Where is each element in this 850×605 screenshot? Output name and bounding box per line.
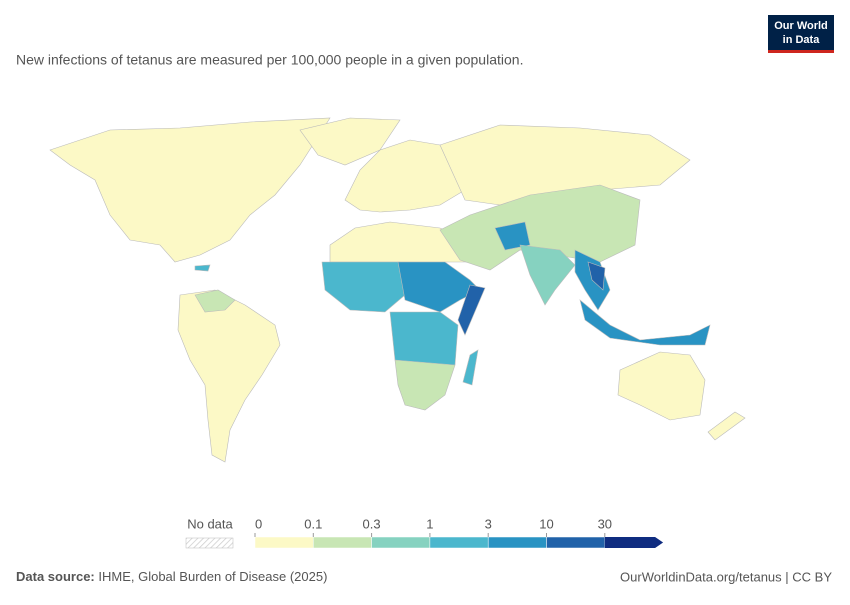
legend-swatch	[371, 536, 431, 549]
legend-label: 30	[598, 516, 612, 531]
legend-swatch	[313, 536, 372, 549]
legend-swatch	[254, 536, 314, 549]
legend-label: 0.1	[304, 516, 322, 531]
legend-label: 0.3	[363, 516, 381, 531]
somalia	[457, 284, 486, 336]
legend-label: 1	[426, 516, 433, 531]
pakistan	[494, 221, 531, 251]
footer-url[interactable]: OurWorldinData.org/tetanus | CC BY	[620, 569, 832, 584]
footer-source: Data source: IHME, Global Burden of Dise…	[16, 569, 327, 584]
source-text: IHME, Global Burden of Disease (2025)	[98, 569, 327, 584]
map	[49, 117, 746, 463]
legend-swatch	[429, 536, 489, 549]
legend-no-data-label: No data	[187, 516, 233, 531]
legend-label: 3	[485, 516, 492, 531]
india	[519, 244, 576, 306]
legend-swatch	[487, 536, 547, 549]
logo[interactable]: Our World in Data	[768, 15, 834, 53]
madagascar	[462, 349, 479, 386]
legend-label: 10	[539, 516, 553, 531]
middle-east-china	[439, 184, 641, 271]
north-america	[49, 117, 331, 263]
legend-swatch	[604, 537, 664, 548]
south-america	[177, 289, 281, 463]
logo-box	[768, 15, 834, 50]
legend: No data 0 0.1 0.3 1 3 10 30	[185, 516, 664, 549]
mainland-se	[587, 261, 606, 291]
logo-text: Our World	[774, 20, 828, 32]
caribbean	[194, 264, 211, 272]
southern-africa	[394, 359, 456, 411]
legend-no-data-swatch	[185, 537, 234, 549]
source-label: Data source:	[16, 569, 95, 584]
west-africa	[321, 261, 406, 313]
australia	[617, 351, 706, 421]
legend-swatch	[546, 536, 606, 549]
logo-underline	[768, 50, 834, 53]
indonesia	[579, 299, 711, 346]
legend-label: 0	[255, 516, 262, 531]
new-zealand	[707, 411, 746, 441]
subtitle: New infections of tetanus are measured p…	[16, 52, 523, 68]
russia-asia	[439, 124, 691, 206]
logo-text: in Data	[783, 34, 821, 46]
south-america-north	[194, 289, 236, 313]
